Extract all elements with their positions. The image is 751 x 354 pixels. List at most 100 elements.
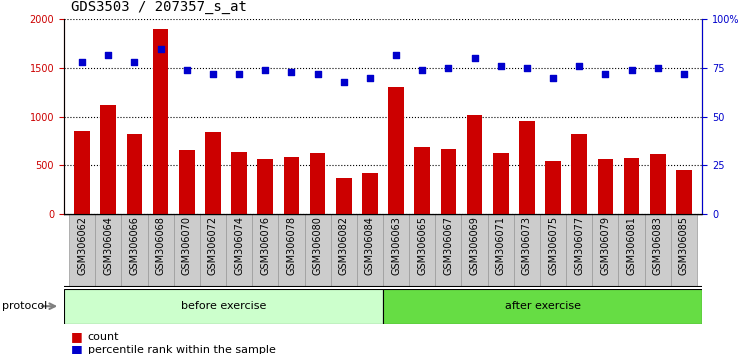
Bar <box>284 157 300 214</box>
Text: GSM306063: GSM306063 <box>391 216 401 275</box>
Bar <box>173 214 200 287</box>
Text: GSM306065: GSM306065 <box>418 216 427 275</box>
Text: GSM306076: GSM306076 <box>261 216 270 275</box>
Bar <box>441 149 457 214</box>
Bar <box>383 214 409 287</box>
Text: percentile rank within the sample: percentile rank within the sample <box>88 345 276 354</box>
Point <box>285 69 297 75</box>
Bar <box>598 159 614 214</box>
Text: GSM306083: GSM306083 <box>653 216 662 275</box>
Bar <box>309 153 325 214</box>
Text: GSM306068: GSM306068 <box>155 216 166 275</box>
Bar <box>415 148 430 214</box>
Point <box>207 71 219 77</box>
Bar <box>619 214 644 287</box>
Text: GSM306079: GSM306079 <box>600 216 611 275</box>
Point <box>678 71 690 77</box>
Point <box>547 75 559 81</box>
Point <box>652 65 664 71</box>
Bar <box>676 170 692 214</box>
Bar <box>644 214 671 287</box>
Bar <box>122 214 147 287</box>
Bar <box>127 135 143 214</box>
Text: GSM306082: GSM306082 <box>339 216 348 275</box>
Point <box>338 79 350 85</box>
Point <box>128 59 140 65</box>
Bar <box>671 214 697 287</box>
Bar <box>436 214 462 287</box>
Point <box>626 67 638 73</box>
Bar <box>623 158 639 214</box>
Bar <box>362 173 378 214</box>
Text: GSM306074: GSM306074 <box>234 216 244 275</box>
Text: GSM306073: GSM306073 <box>522 216 532 275</box>
Bar <box>179 150 195 214</box>
Bar <box>540 214 566 287</box>
Bar <box>304 214 330 287</box>
Text: GSM306075: GSM306075 <box>548 216 558 275</box>
Bar <box>336 178 351 214</box>
Text: ■: ■ <box>71 343 87 354</box>
Bar <box>74 131 90 214</box>
Bar <box>95 214 122 287</box>
Bar <box>152 29 168 214</box>
Point <box>442 65 454 71</box>
Point <box>312 71 324 77</box>
Bar <box>200 214 226 287</box>
Text: GSM306078: GSM306078 <box>286 216 297 275</box>
Bar <box>231 152 247 214</box>
Text: GSM306070: GSM306070 <box>182 216 192 275</box>
Bar <box>383 289 702 324</box>
Bar <box>205 132 221 214</box>
Point <box>573 63 585 69</box>
Bar <box>226 214 252 287</box>
Text: after exercise: after exercise <box>505 301 581 311</box>
Bar <box>462 214 487 287</box>
Bar <box>252 214 279 287</box>
Text: GSM306077: GSM306077 <box>575 216 584 275</box>
Text: GSM306071: GSM306071 <box>496 216 505 275</box>
Text: GSM306067: GSM306067 <box>443 216 454 275</box>
Text: GSM306062: GSM306062 <box>77 216 87 275</box>
Bar <box>279 214 304 287</box>
Point <box>233 71 245 77</box>
Text: GSM306084: GSM306084 <box>365 216 375 275</box>
Point <box>155 46 167 52</box>
Point <box>364 75 376 81</box>
Bar <box>514 214 540 287</box>
Bar <box>147 214 173 287</box>
Bar <box>409 214 436 287</box>
Text: GSM306066: GSM306066 <box>129 216 140 275</box>
Text: GSM306081: GSM306081 <box>626 216 637 275</box>
Bar <box>258 159 273 214</box>
Point <box>181 67 193 73</box>
Text: GSM306072: GSM306072 <box>208 216 218 275</box>
Point <box>259 67 271 73</box>
Text: GSM306080: GSM306080 <box>312 216 323 275</box>
Bar <box>593 214 619 287</box>
Point <box>521 65 533 71</box>
Point <box>469 56 481 61</box>
Bar <box>388 87 404 214</box>
Text: before exercise: before exercise <box>181 301 266 311</box>
Point <box>599 71 611 77</box>
Bar <box>487 214 514 287</box>
Point <box>390 52 402 57</box>
Text: GSM306064: GSM306064 <box>104 216 113 275</box>
Bar <box>64 289 383 324</box>
Bar <box>493 153 508 214</box>
Bar <box>572 134 587 214</box>
Bar <box>545 161 561 214</box>
Bar <box>69 214 95 287</box>
Point <box>416 67 428 73</box>
Bar <box>466 115 482 214</box>
Bar <box>650 154 665 214</box>
Bar <box>330 214 357 287</box>
Text: GSM306069: GSM306069 <box>469 216 480 275</box>
Text: ■: ■ <box>71 331 87 343</box>
Text: GSM306085: GSM306085 <box>679 216 689 275</box>
Point <box>495 63 507 69</box>
Bar <box>566 214 593 287</box>
Text: protocol: protocol <box>2 301 47 311</box>
Bar <box>101 105 116 214</box>
